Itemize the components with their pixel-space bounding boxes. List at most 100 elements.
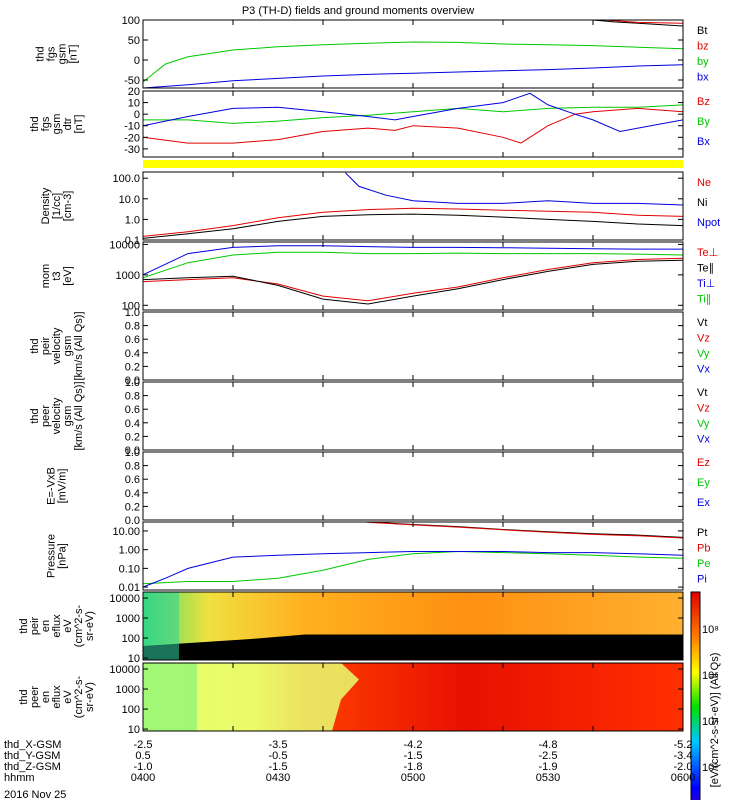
y-axis-label-fgs-gsm-dtrend: fgs: [40, 116, 52, 131]
series-moments-t3-1: [143, 259, 683, 305]
y-axis-label-moments-t3: t3: [51, 271, 63, 280]
panel-frame: [142, 311, 684, 381]
y-axis-label-peir-velocity: peir: [40, 336, 52, 355]
y-tick-label: 10: [128, 724, 140, 736]
series-fgs-gsm-3: [143, 64, 683, 88]
colorbar-tick: 10⁸: [702, 624, 719, 636]
y-axis-label-peir-en-eflux: peir: [29, 616, 41, 635]
series-fgs-gsm-dtrend-0: [143, 107, 683, 144]
legend-peir-velocity-1: Vz: [697, 333, 710, 345]
legend-efield-0: Ez: [697, 457, 710, 469]
y-axis-label-peer-en-eflux: en: [40, 691, 52, 703]
y-tick-label: 20: [128, 86, 140, 98]
y-tick-label: -50: [124, 75, 140, 87]
y-tick-label: 0.10: [119, 563, 140, 575]
legend-moments-t3-0: Te⊥: [697, 247, 718, 259]
legend-fgs-gsm-dtrend-1: By: [697, 116, 710, 128]
series-density-0: [143, 207, 683, 237]
y-axis-label-peer-velocity: gsm: [62, 406, 74, 427]
y-tick-label: 1.00: [119, 545, 140, 557]
y-tick-label: -10: [124, 121, 140, 133]
panel-peer-velocity: 0.0 0.20.4 0.60.8 1.0 thd peer velocity gsm [km/…: [29, 377, 710, 457]
legend-peir-velocity-3: Vx: [697, 364, 710, 376]
y-tick-label: 1.0: [125, 307, 140, 319]
series-moments-t3-2: [143, 245, 683, 276]
legend-peer-velocity-3: Vx: [697, 434, 710, 446]
panel-frame: [142, 451, 684, 521]
x-axis-value: -3.4: [674, 750, 693, 762]
y-tick-label: 1000: [116, 684, 140, 696]
y-tick-label: 10.0: [119, 194, 140, 206]
y-tick-label: 0.6: [125, 404, 140, 416]
y-tick-label: 0.8: [125, 321, 140, 333]
x-axis-value: 0430: [266, 772, 290, 784]
y-axis-label-peir-velocity: thd: [29, 338, 41, 353]
legend-fgs-gsm-dtrend-0: Bz: [697, 96, 710, 108]
y-tick-label: 1.0: [125, 377, 140, 389]
y-tick-label: 10000: [109, 593, 140, 605]
y-axis-label-peer-en-eflux: (cm^2-s-: [73, 675, 85, 718]
panel-frame: [142, 381, 684, 451]
series-pressure-1: [356, 522, 683, 539]
y-axis-label-peir-en-eflux: thd: [18, 618, 30, 633]
x-axis-value: -2.5: [539, 750, 558, 762]
legend-peer-velocity-2: Vy: [697, 418, 710, 430]
y-tick-label: 10: [128, 653, 140, 665]
y-axis-label-fgs-gsm-dtrend: gsm: [51, 114, 63, 135]
y-tick-label: 0.2: [125, 361, 140, 373]
early-green-region: [143, 663, 197, 731]
legend-peir-velocity-2: Vy: [697, 348, 710, 360]
x-axis-value: -3.5: [269, 739, 288, 751]
date-label: 2016 Nov 25: [4, 789, 66, 800]
y-axis-label-peir-en-eflux: en: [40, 620, 52, 632]
legend-fgs-gsm-1: bz: [697, 41, 709, 53]
x-axis-value: 0500: [401, 772, 425, 784]
x-axis-value: -4.2: [404, 739, 423, 751]
x-axis-row-label: hhmm: [4, 772, 35, 784]
legend-density-1: Ni: [697, 197, 707, 209]
y-tick-label: 10000: [109, 664, 140, 676]
y-tick-label: 0: [134, 109, 140, 121]
colorbar-tick: 10⁶: [702, 670, 719, 682]
y-tick-label: 0.8: [125, 461, 140, 473]
colorbar-tick: 10²: [702, 762, 718, 774]
y-tick-label: 100: [122, 704, 140, 716]
y-tick-label: 10000: [109, 239, 140, 251]
y-axis-label-fgs-gsm-dtrend: thd: [29, 116, 41, 131]
y-tick-label: 0.2: [125, 431, 140, 443]
x-axis-row-label: thd_X-GSM: [4, 739, 61, 751]
y-axis-label-density: [cm-3]: [62, 191, 74, 222]
legend-peir-velocity-0: Vt: [697, 317, 707, 329]
series-fgs-gsm-0: [590, 20, 683, 27]
low-energy-band: [305, 634, 683, 660]
series-moments-t3-0: [143, 257, 683, 302]
y-tick-label: 1000: [116, 270, 140, 282]
x-axis-value: -1.8: [404, 761, 423, 773]
y-axis-label-efield: [mV/m]: [57, 469, 69, 504]
yellow-flag-bar: [143, 160, 683, 168]
y-axis-label-fgs-gsm-dtrend: [nT]: [73, 115, 85, 134]
y-tick-label: 0: [134, 55, 140, 67]
y-axis-label-peer-velocity: thd: [29, 408, 41, 423]
y-tick-label: 0.2: [125, 501, 140, 513]
y-axis-label-fgs-gsm: gsm: [57, 44, 69, 65]
legend-fgs-gsm-0: Bt: [697, 25, 707, 37]
y-axis-label-density: Density: [40, 187, 52, 224]
series-fgs-gsm-1: [597, 20, 683, 24]
panel-peir-velocity: 0.0 0.20.4 0.60.8 1.0 thd peir velocity gsm [km/…: [29, 307, 710, 387]
legend-fgs-gsm-dtrend-2: Bx: [697, 136, 710, 148]
series-fgs-gsm-2: [143, 41, 683, 83]
y-axis-label-peer-velocity: peer: [40, 405, 52, 427]
y-axis-label-moments-t3: [eV]: [62, 266, 74, 286]
y-tick-label: 0.8: [125, 391, 140, 403]
x-axis-value: 0.5: [135, 750, 150, 762]
legend-efield-1: Ey: [697, 477, 710, 489]
y-tick-label: 1.0: [125, 214, 140, 226]
x-axis-value: -4.8: [539, 739, 558, 751]
x-axis-row-label: thd_Y-GSM: [4, 750, 60, 762]
spectrogram-peir-en-eflux: [143, 592, 683, 660]
y-axis-label-pressure: [nPa]: [57, 543, 69, 569]
y-axis-label-peir-en-eflux: sr-eV): [84, 611, 96, 641]
y-axis-label-peir-velocity: velocity: [51, 327, 63, 364]
